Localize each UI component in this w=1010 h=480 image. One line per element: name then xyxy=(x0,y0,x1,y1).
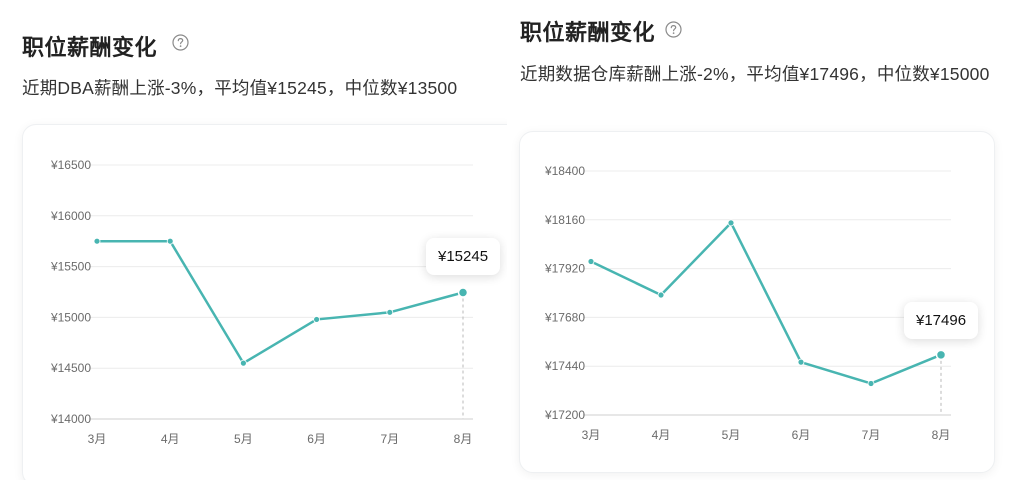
x-tick-label: 6月 xyxy=(792,428,811,442)
x-tick-label: 8月 xyxy=(932,428,951,442)
panel-title: 职位薪酬变化 xyxy=(520,20,656,45)
y-tick-label: ¥17440 xyxy=(544,359,585,373)
data-point[interactable] xyxy=(657,291,665,299)
salary-panel-data-warehouse: 职位薪酬变化 近期数据仓库薪酬上涨-2%，平均值¥17496，中位数¥15000… xyxy=(507,0,1010,480)
question-circle-icon[interactable] xyxy=(172,34,189,51)
data-point[interactable] xyxy=(93,237,101,245)
series-line xyxy=(95,239,465,365)
panel-title: 职位薪酬变化 xyxy=(22,35,158,60)
x-tick-label: 5月 xyxy=(722,428,741,442)
data-point[interactable] xyxy=(386,308,394,316)
x-tick-label: 3月 xyxy=(582,428,601,442)
y-tick-label: ¥15500 xyxy=(50,260,91,274)
x-tick-label: 7月 xyxy=(380,432,399,446)
series-line xyxy=(589,221,943,385)
x-tick-label: 4月 xyxy=(161,432,180,446)
data-point[interactable] xyxy=(587,258,595,265)
y-tick-label: ¥14500 xyxy=(50,361,91,375)
y-tick-label: ¥17200 xyxy=(544,408,585,422)
data-point[interactable] xyxy=(797,358,805,366)
highlighted-data-point[interactable] xyxy=(457,287,469,298)
data-point[interactable] xyxy=(166,237,174,245)
chart-card: ¥17200 ¥17440 ¥17680 ¥17920 ¥18160 ¥18400 3月 4月… xyxy=(519,131,995,473)
x-tick-label: 4月 xyxy=(652,428,671,442)
y-tick-label: ¥17680 xyxy=(544,310,585,324)
x-tick-label: 3月 xyxy=(88,432,107,446)
data-point[interactable] xyxy=(867,380,875,387)
salary-line-chart: ¥17200 ¥17440 ¥17680 ¥17920 ¥18160 ¥18400 3月 4月… xyxy=(544,164,951,442)
chart-card: ¥14000 ¥14500 ¥15000 ¥15500 ¥16000 ¥16500 3月 4月… xyxy=(22,124,510,480)
x-tick-label: 5月 xyxy=(234,432,253,446)
salary-panel-dba: 职位薪酬变化 近期DBA薪酬上涨-3%，平均值¥15245，中位数¥13500 … xyxy=(22,34,510,480)
y-tick-label: ¥14000 xyxy=(50,412,91,426)
data-point[interactable] xyxy=(313,316,321,323)
y-tick-label: ¥18400 xyxy=(544,164,585,178)
y-tick-label: ¥15000 xyxy=(50,310,91,324)
y-tick-label: ¥17920 xyxy=(544,262,585,276)
data-point[interactable] xyxy=(239,359,247,367)
highlighted-data-point[interactable] xyxy=(935,349,947,361)
x-tick-label: 8月 xyxy=(454,432,473,446)
value-tooltip: ¥17496 xyxy=(904,301,979,339)
y-tick-label: ¥18160 xyxy=(544,213,585,227)
data-point[interactable] xyxy=(727,219,735,227)
value-tooltip: ¥15245 xyxy=(426,237,501,275)
salary-summary: 近期DBA薪酬上涨-3%，平均值¥15245，中位数¥13500 xyxy=(22,78,458,98)
salary-line-chart: ¥14000 ¥14500 ¥15000 ¥15500 ¥16000 ¥16500 3月 4月… xyxy=(50,158,473,446)
question-circle-icon[interactable] xyxy=(665,21,682,38)
x-tick-label: 6月 xyxy=(307,432,326,446)
x-tick-label: 7月 xyxy=(862,428,881,442)
salary-summary: 近期数据仓库薪酬上涨-2%，平均值¥17496，中位数¥15000 xyxy=(520,64,990,84)
y-tick-label: ¥16500 xyxy=(50,158,91,172)
y-tick-label: ¥16000 xyxy=(50,209,91,223)
